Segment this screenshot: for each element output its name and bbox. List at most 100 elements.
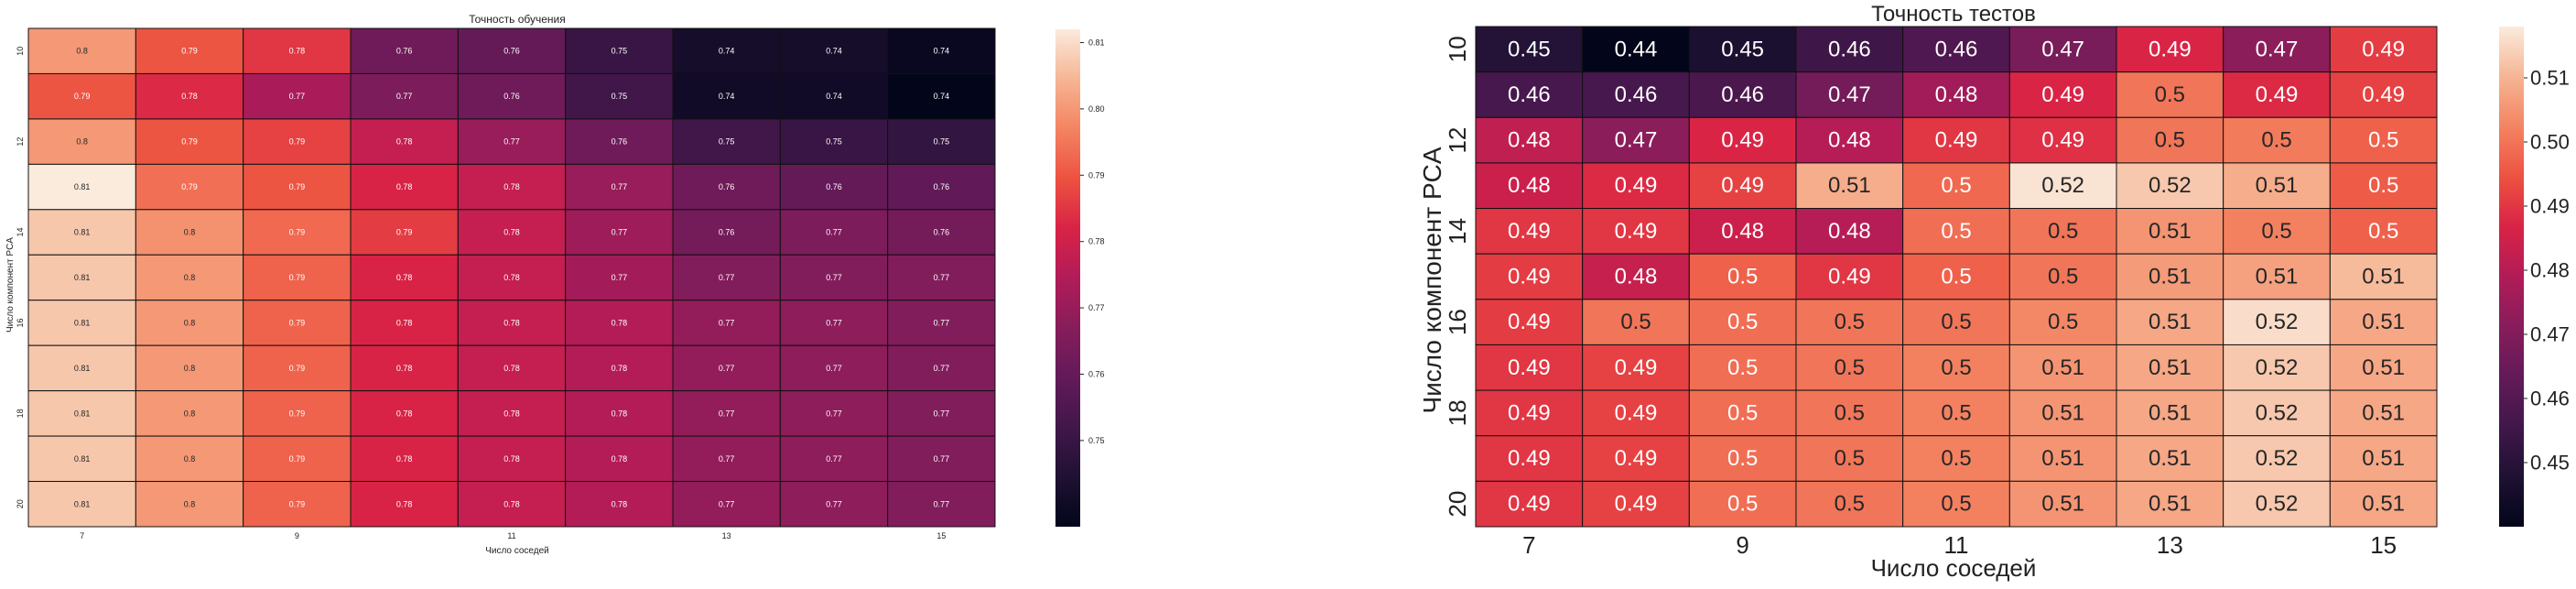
cell-value-label: 0.5 bbox=[1835, 492, 1865, 517]
heatmap-cell bbox=[2223, 480, 2331, 528]
cell-value-label: 0.46 bbox=[1935, 37, 1978, 61]
cell-value-label: 0.77 bbox=[826, 228, 842, 237]
heatmap-cell bbox=[27, 300, 136, 346]
y-tick-labels: 10 12 14 16 18 20 bbox=[1444, 36, 1471, 517]
cell-value-label: 0.44 bbox=[1615, 37, 1658, 61]
cell-value-label: 0.49 bbox=[1615, 400, 1658, 425]
heatmap-cell bbox=[565, 209, 674, 256]
cell-value-label: 0.77 bbox=[826, 409, 842, 418]
heatmap-cell bbox=[2116, 299, 2224, 345]
cell-value-label: 0.51 bbox=[2256, 265, 2299, 289]
heatmap-cell bbox=[887, 254, 996, 301]
cell-value-label: 0.79 bbox=[181, 137, 198, 147]
heatmap-cell bbox=[243, 390, 352, 437]
heatmap-cell bbox=[457, 300, 567, 346]
heatmap-cell bbox=[1688, 208, 1797, 255]
heatmap-cell bbox=[1582, 26, 1690, 73]
y-axis-label: Число компонент PCA bbox=[1418, 147, 1446, 413]
x-tick-label: 15 bbox=[936, 531, 946, 540]
cell-value-label: 0.79 bbox=[181, 47, 198, 56]
cell-value-label: 0.77 bbox=[934, 364, 950, 373]
heatmap-cell bbox=[350, 118, 459, 165]
heatmap-cell bbox=[1795, 344, 1904, 391]
x-tick-label: 11 bbox=[1944, 531, 1969, 559]
heatmap-cell bbox=[2329, 299, 2438, 345]
cell-value-label: 0.51 bbox=[2362, 492, 2405, 517]
heatmap-cell bbox=[779, 72, 889, 120]
cell-value-label: 0.77 bbox=[719, 454, 735, 464]
heatmap-cell bbox=[887, 163, 996, 211]
cell-value-label: 0.51 bbox=[2362, 400, 2405, 425]
cell-value-label: 0.46 bbox=[1615, 82, 1658, 107]
cell-value-label: 0.49 bbox=[1508, 400, 1551, 425]
colorbar-tick-label: 0.47 bbox=[2530, 323, 2570, 346]
cell-value-label: 0.5 bbox=[1941, 173, 1971, 198]
cell-value-label: 0.51 bbox=[2148, 400, 2192, 425]
heatmap-cell bbox=[2116, 162, 2224, 210]
cell-value-label: 0.5 bbox=[1835, 355, 1865, 380]
cell-value-label: 0.52 bbox=[2148, 173, 2192, 198]
y-tick-label: 12 bbox=[16, 137, 25, 147]
cell-value-label: 0.46 bbox=[1721, 82, 1764, 107]
heatmap-cell bbox=[457, 390, 567, 437]
cell-value-label: 0.49 bbox=[2256, 82, 2299, 107]
cell-value-label: 0.79 bbox=[289, 182, 306, 191]
heatmap-cell bbox=[135, 435, 244, 483]
cell-value-label: 0.79 bbox=[74, 92, 91, 101]
cell-value-label: 0.49 bbox=[1508, 310, 1551, 334]
heatmap-cell bbox=[672, 118, 781, 165]
cell-value-label: 0.8 bbox=[76, 47, 88, 56]
cell-value-label: 0.74 bbox=[826, 92, 842, 101]
cell-value-label: 0.49 bbox=[1721, 128, 1764, 153]
cell-value-label: 0.77 bbox=[289, 92, 306, 101]
colorbar-tick-labels: 0.81 0.80 0.79 0.78 0.77 0.76 0.75 bbox=[1080, 38, 1105, 445]
heatmap-cell bbox=[2329, 116, 2438, 164]
heatmap-cell bbox=[2329, 208, 2438, 255]
cell-value-label: 0.51 bbox=[2148, 446, 2192, 471]
cell-value-label: 0.81 bbox=[74, 318, 91, 327]
cell-value-label: 0.8 bbox=[184, 273, 196, 282]
cell-value-label: 0.76 bbox=[612, 137, 628, 147]
cell-value-label: 0.49 bbox=[1615, 173, 1658, 198]
heatmap-cells: 0.45 0.44 0.45 0.46 0.46 0.47 0.49 0.47 0.49 0.46… bbox=[1475, 26, 2438, 528]
heatmap-cell bbox=[2223, 26, 2331, 73]
colorbar-tick-label: 0.49 bbox=[2530, 195, 2570, 218]
heatmap-cell bbox=[243, 344, 352, 392]
heatmap-cell bbox=[1902, 389, 2010, 437]
heatmap-cell bbox=[2329, 389, 2438, 437]
heatmap-cell bbox=[243, 209, 352, 256]
heatmap-cell bbox=[779, 435, 889, 483]
heatmap-cell bbox=[565, 435, 674, 483]
heatmap-cell bbox=[243, 27, 352, 74]
heatmap-cell bbox=[779, 163, 889, 211]
colorbar-gradient bbox=[2499, 27, 2524, 527]
cell-value-label: 0.81 bbox=[74, 364, 91, 373]
cell-value-label: 0.77 bbox=[719, 409, 735, 418]
heatmap-cell bbox=[1475, 208, 1584, 255]
heatmap-cell bbox=[457, 254, 567, 301]
heatmap-cell bbox=[135, 481, 244, 528]
heatmap-cell bbox=[887, 390, 996, 437]
train-accuracy-heatmap: Точность обучения 0.8 0.79 0.78 0.76 0.76 0.7… bbox=[5, 13, 1105, 556]
heatmap-cell bbox=[243, 435, 352, 483]
heatmap-cell bbox=[1795, 162, 1904, 210]
cell-value-label: 0.51 bbox=[2148, 355, 2192, 380]
heatmap-cell bbox=[135, 118, 244, 165]
cell-value-label: 0.49 bbox=[2362, 82, 2405, 107]
heatmap-cell bbox=[1582, 435, 1690, 482]
cell-value-label: 0.79 bbox=[289, 273, 306, 282]
heatmap-cell bbox=[672, 481, 781, 528]
heatmap-cell bbox=[2116, 480, 2224, 528]
colorbar-tick-label: 0.46 bbox=[2530, 387, 2570, 410]
cell-value-label: 0.78 bbox=[396, 454, 413, 464]
cell-value-label: 0.51 bbox=[1828, 173, 1871, 198]
cell-value-label: 0.78 bbox=[396, 499, 413, 508]
cell-value-label: 0.48 bbox=[1935, 82, 1978, 107]
heatmap-cell bbox=[350, 254, 459, 301]
heatmap-cell bbox=[243, 72, 352, 120]
x-axis-label: Число соседей bbox=[485, 546, 549, 556]
cell-value-label: 0.49 bbox=[2148, 37, 2192, 61]
y-tick-label: 12 bbox=[1444, 127, 1471, 154]
cell-value-label: 0.5 bbox=[1941, 265, 1971, 289]
cell-value-label: 0.49 bbox=[1721, 173, 1764, 198]
